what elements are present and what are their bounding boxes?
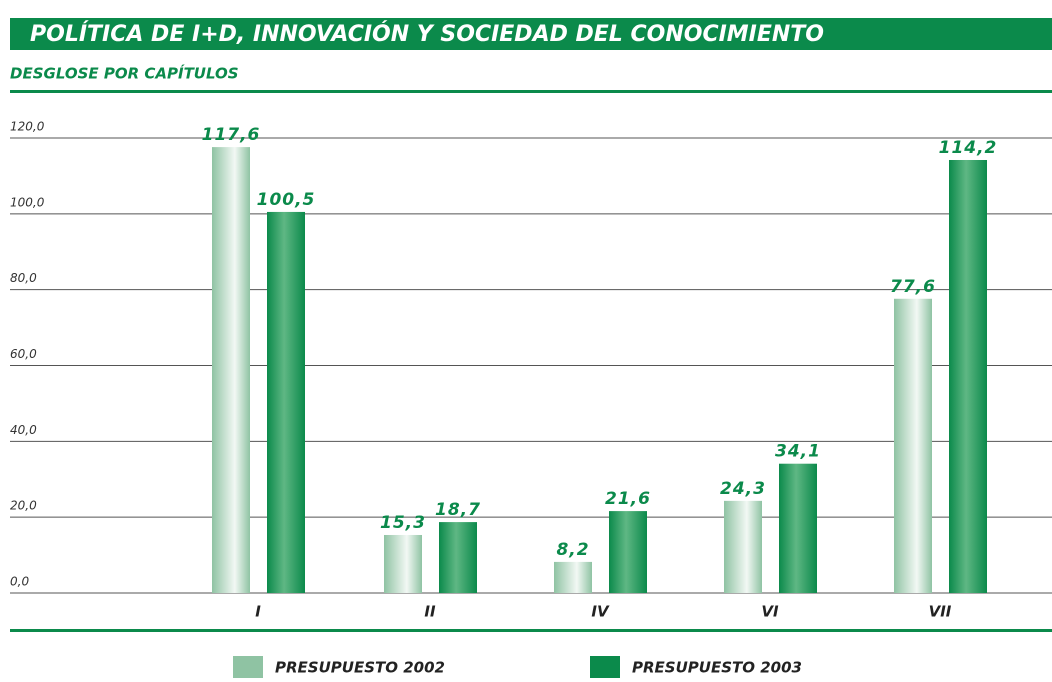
y-tick-label: 0,0 xyxy=(10,575,29,589)
legend-label: PRESUPUESTO 2003 xyxy=(632,659,802,677)
y-tick-label: 60,0 xyxy=(10,347,37,361)
chart-title: POLÍTICA DE I+D, INNOVACIÓN Y SOCIEDAD D… xyxy=(30,21,824,47)
separator xyxy=(10,90,1052,93)
bar xyxy=(439,522,477,593)
bar xyxy=(779,463,817,593)
bar xyxy=(384,534,422,593)
x-tick-label: IV xyxy=(591,603,610,621)
y-tick-label: 100,0 xyxy=(10,195,45,209)
separator xyxy=(10,629,1052,632)
x-tick-label: II xyxy=(424,603,436,621)
data-label: 15,3 xyxy=(380,513,426,533)
data-label: 18,7 xyxy=(435,500,481,520)
x-tick-label: I xyxy=(255,603,261,621)
bar xyxy=(609,511,647,593)
bar xyxy=(894,298,932,593)
bar xyxy=(212,147,250,593)
header-bar xyxy=(10,18,1052,50)
data-label: 21,6 xyxy=(605,489,651,509)
x-tick-label: VII xyxy=(929,603,952,621)
legend-swatch xyxy=(233,656,263,678)
bar xyxy=(267,211,305,593)
y-tick-label: 40,0 xyxy=(10,423,37,437)
y-tick-label: 80,0 xyxy=(10,271,37,285)
legend-swatch xyxy=(590,656,620,678)
chart-subtitle: DESGLOSE POR CAPÍTULOS xyxy=(10,64,239,83)
data-label: 114,2 xyxy=(939,138,998,158)
bar xyxy=(554,561,592,593)
y-tick-label: 120,0 xyxy=(10,120,45,134)
y-tick-label: 20,0 xyxy=(10,499,37,513)
x-tick-label: VI xyxy=(761,603,779,621)
legend-label: PRESUPUESTO 2002 xyxy=(275,659,445,677)
data-label: 117,6 xyxy=(202,125,261,145)
data-label: 77,6 xyxy=(890,277,936,297)
bar xyxy=(949,159,987,593)
bar xyxy=(724,500,762,593)
data-label: 34,1 xyxy=(775,442,821,462)
data-label: 24,3 xyxy=(720,479,766,499)
data-label: 100,5 xyxy=(257,190,316,210)
data-label: 8,2 xyxy=(556,540,589,560)
